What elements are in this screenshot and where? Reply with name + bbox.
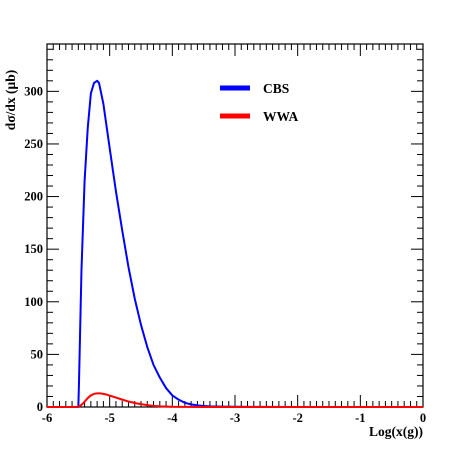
x-tick-label: -3 [230, 411, 240, 425]
axis-ticks [46, 44, 424, 408]
series-lines [47, 79, 423, 408]
legend-label-wwa: WWA [263, 109, 299, 124]
x-tick-label: -1 [355, 411, 365, 425]
legend-label-cbs: CBS [263, 81, 289, 96]
series-cbs-line [47, 79, 423, 408]
y-tick-label: 150 [24, 242, 43, 256]
y-tick-label: 50 [31, 347, 44, 361]
x-tick-label: 0 [420, 411, 426, 425]
x-axis-title: Log(x(g)) [369, 424, 423, 439]
x-tick-label: -6 [42, 411, 52, 425]
series-wwa-line [47, 392, 423, 408]
y-tick-label: 250 [24, 137, 43, 151]
x-tick-label: -5 [104, 411, 114, 425]
tick-labels: -6 -5 -4 -3 -2 -1 0 0 50 100 150 200 250 300 [24, 84, 426, 425]
y-tick-label: 100 [24, 295, 43, 309]
y-tick-label: 0 [37, 400, 43, 414]
y-axis-title: dσ/dx (μb) [3, 70, 18, 130]
legend: CBS WWA [220, 81, 299, 124]
plot-frame [46, 43, 424, 408]
x-tick-label: -2 [292, 411, 302, 425]
x-tick-label: -4 [167, 411, 178, 425]
y-tick-label: 300 [24, 84, 43, 98]
y-tick-label: 200 [24, 190, 43, 204]
